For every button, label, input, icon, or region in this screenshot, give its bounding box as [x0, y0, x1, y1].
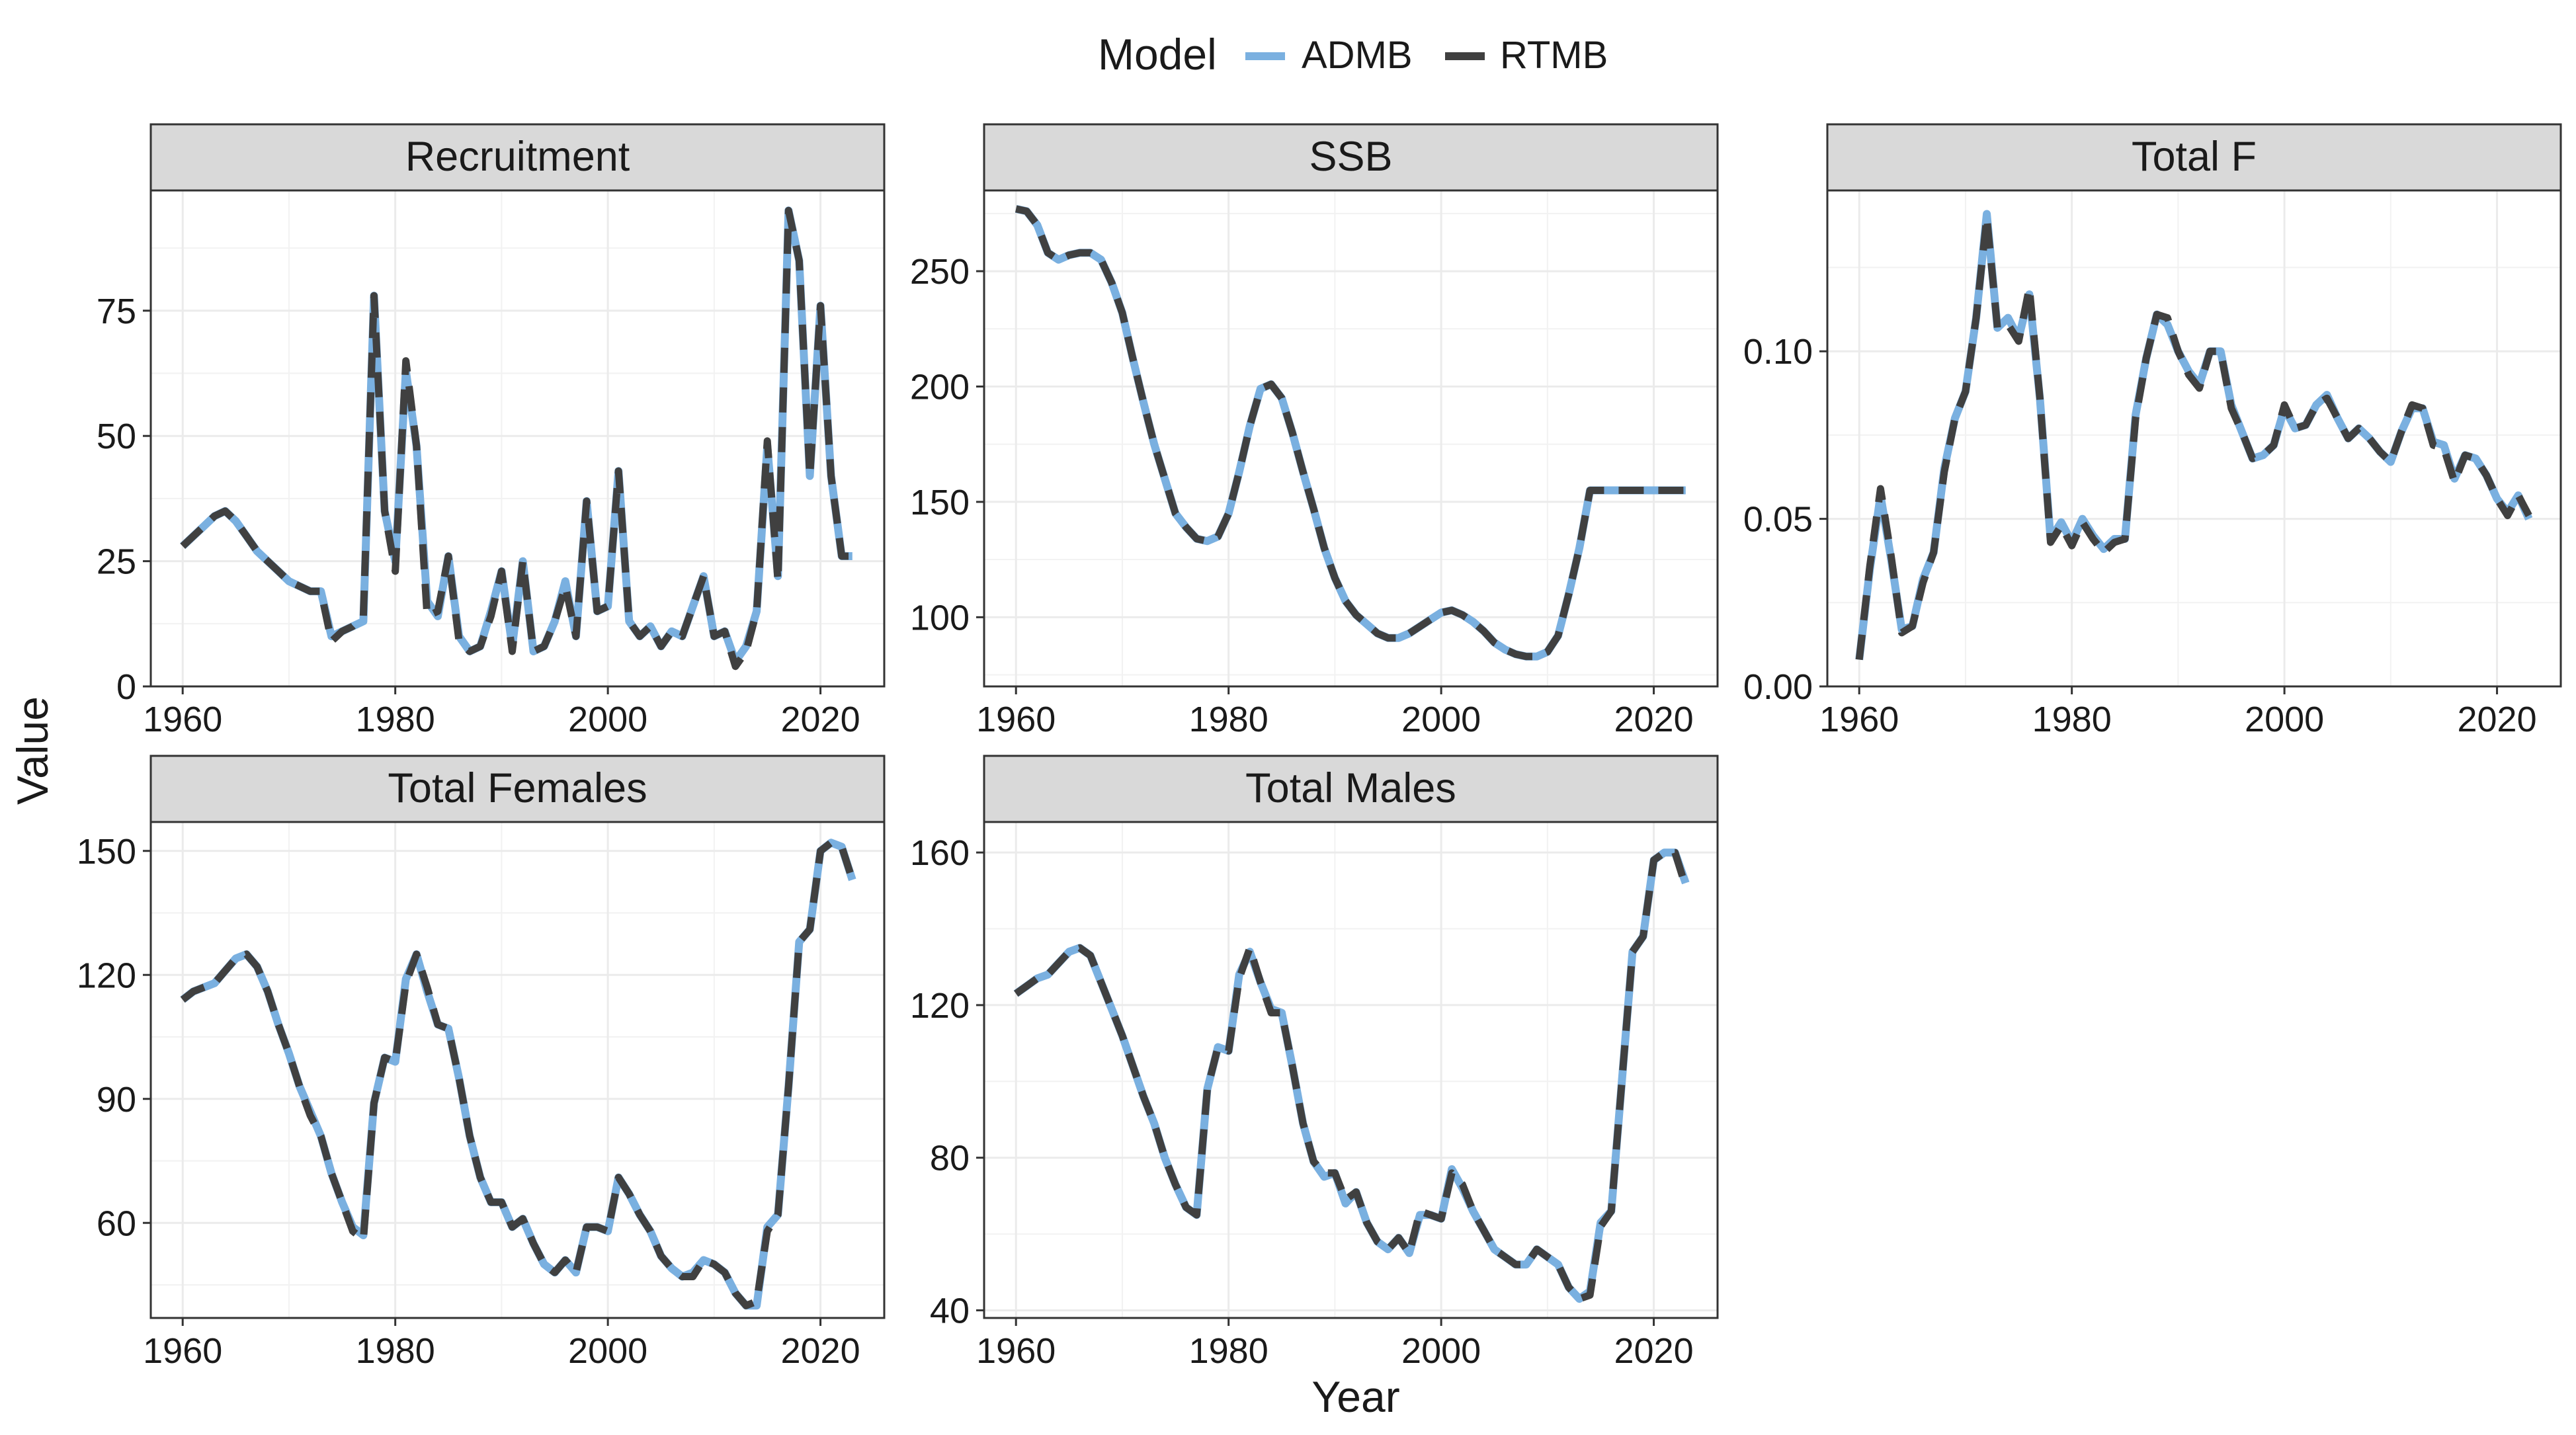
y-tick-label: 0.10	[1743, 332, 1813, 372]
legend: Model ADMB RTMB	[1098, 30, 1608, 79]
plot-area	[984, 822, 1718, 1318]
x-tick-label: 1960	[1819, 700, 1899, 739]
series-line-rtmb	[1014, 848, 1690, 1303]
panel-total-f: Total F 1960 1980 2000 2020 0.00 0.05 0.10	[1743, 123, 2562, 739]
plot-area	[151, 822, 884, 1318]
legend-item-admb: ADMB	[1245, 34, 1413, 77]
y-tick-label: 60	[97, 1204, 136, 1243]
y-tick-label: 80	[930, 1139, 970, 1178]
y-tick-label: 160	[910, 833, 970, 873]
strip-title: Total F	[2132, 134, 2257, 180]
x-tick-label: 1960	[143, 1331, 222, 1371]
strip	[1826, 123, 2562, 192]
y-tick-label: 250	[910, 252, 970, 292]
x-tick-label: 2020	[1614, 1331, 1693, 1371]
legend-label-admb: ADMB	[1302, 34, 1413, 77]
y-tick-label: 150	[77, 832, 136, 872]
plot-area	[1827, 190, 2561, 686]
panel-total-males: Total Males 1960 1980 2000 2020 40 80 120 160	[910, 755, 1719, 1371]
x-tick-label: 2000	[2245, 700, 2324, 739]
x-tick-label: 1960	[976, 1331, 1056, 1371]
y-tick-label: 25	[97, 542, 136, 582]
y-tick-label: 50	[97, 417, 136, 456]
strip-title: Total Males	[1245, 765, 1456, 811]
y-tick-label: 150	[910, 483, 970, 522]
panel-ssb: SSB 1960 1980 2000 2020 100 150 200 250	[910, 123, 1719, 739]
x-tick-label: 2020	[780, 700, 860, 739]
x-tick-label: 2000	[1401, 700, 1481, 739]
strip	[149, 755, 886, 823]
x-tick-label: 1980	[356, 700, 435, 739]
x-tick-label: 2000	[568, 1331, 647, 1371]
panel-recruitment: Recruitment 1960 1980 2000 2020 0 25 50 75	[97, 123, 886, 739]
strip	[149, 123, 886, 192]
legend-title: Model	[1098, 30, 1217, 79]
series-line-rtmb	[180, 206, 852, 671]
x-tick-label: 1980	[1189, 700, 1268, 739]
x-tick-label: 1960	[976, 700, 1056, 739]
series-line-rtmb	[1855, 214, 2532, 661]
y-tick-label: 100	[910, 598, 970, 637]
y-tick-label: 0.05	[1743, 500, 1813, 540]
strip-title: SSB	[1309, 134, 1392, 180]
x-tick-label: 2020	[1614, 700, 1693, 739]
x-tick-label: 2020	[2457, 700, 2536, 739]
legend-item-rtmb: RTMB	[1445, 34, 1608, 77]
x-tick-label: 1960	[143, 700, 222, 739]
strip-title: Total Females	[388, 765, 647, 811]
panels: Recruitment 1960 1980 2000 2020 0 25 50 75 SSB 196…	[77, 123, 2562, 1371]
x-tick-label: 1980	[1189, 1331, 1268, 1371]
x-tick-label: 2000	[568, 700, 647, 739]
x-tick-label: 2000	[1401, 1331, 1481, 1371]
x-tick-label: 2020	[780, 1331, 860, 1371]
y-tick-label: 0.00	[1743, 667, 1813, 707]
y-tick-label: 75	[97, 292, 136, 331]
x-axis-title: Year	[1311, 1372, 1399, 1421]
x-tick-label: 1980	[2032, 700, 2112, 739]
x-tick-label: 1980	[356, 1331, 435, 1371]
panel-total-females: Total Females 1960 1980 2000 2020 60 90 120 150	[77, 755, 886, 1371]
y-tick-label: 90	[97, 1080, 136, 1120]
y-tick-label: 0	[116, 667, 136, 707]
y-tick-label: 40	[930, 1291, 970, 1331]
y-tick-label: 120	[910, 986, 970, 1026]
strip	[983, 123, 1719, 192]
strip-title: Recruitment	[405, 134, 630, 180]
strip	[983, 755, 1719, 823]
series-line-rtmb	[1015, 205, 1686, 661]
y-tick-label: 120	[77, 956, 136, 995]
legend-label-rtmb: RTMB	[1500, 34, 1608, 77]
series-line-rtmb	[180, 839, 856, 1309]
y-axis-title: Value	[8, 696, 57, 805]
y-tick-label: 200	[910, 368, 970, 407]
